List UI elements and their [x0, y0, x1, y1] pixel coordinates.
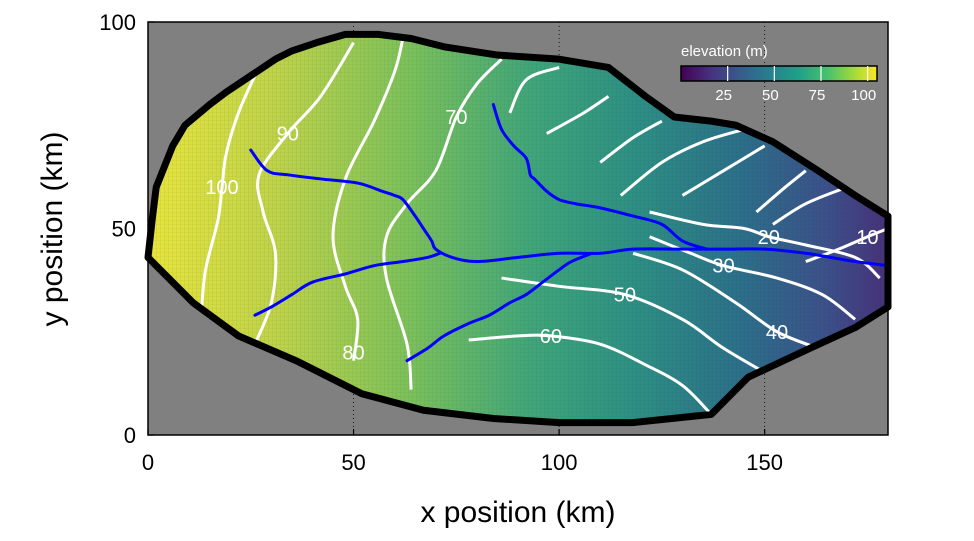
contour-label-60: 60 [540, 326, 562, 348]
y-axis-ticks: 0 50 100 [99, 10, 154, 448]
x-tick-label: 0 [142, 450, 154, 475]
y-axis-label: y position (km) [36, 131, 69, 326]
river-line [491, 103, 709, 251]
colorbar-tick-label: 100 [851, 87, 876, 104]
contour-label-30: 30 [712, 256, 734, 278]
contour-line [772, 185, 848, 226]
contour-line-50 [501, 276, 774, 379]
y-tick-label: 0 [124, 423, 136, 448]
contour-line-40 [632, 251, 819, 350]
contour-label-50: 50 [614, 285, 636, 307]
contour-label-40: 40 [766, 322, 788, 344]
contour-label-20: 20 [758, 227, 780, 249]
contour-label-10: 10 [856, 227, 878, 249]
colorbar-tick-label: 50 [762, 87, 779, 104]
colorbar-tick-label: 25 [715, 87, 732, 104]
contour-lines [199, 38, 888, 416]
contour-line [619, 127, 745, 197]
y-tick-label: 50 [112, 217, 136, 242]
contour-line-30 [648, 235, 857, 321]
x-axis-label: x position (km) [420, 496, 615, 529]
contour-labels: 100 90 80 70 60 50 40 30 20 10 [205, 107, 878, 364]
colorbar-bar [680, 65, 878, 82]
x-tick-label: 100 [541, 450, 578, 475]
contour-line [546, 95, 610, 135]
colorbar-tick-label: 75 [809, 87, 826, 104]
river-line [249, 148, 888, 268]
contour-label-70: 70 [445, 107, 467, 129]
contour-line-20 [649, 210, 881, 280]
colorbar-title: elevation (m) [681, 43, 768, 60]
contour-line-100 [199, 75, 257, 312]
domain-boundary [144, 30, 892, 427]
colorbar-ticks: 25 50 75 100 [715, 66, 876, 104]
river-line [253, 251, 442, 317]
contour-line [681, 144, 766, 197]
contour-line [508, 66, 560, 114]
contour-label-80: 80 [342, 342, 364, 364]
river-line [405, 251, 594, 363]
x-tick-label: 50 [341, 450, 365, 475]
y-tick-label: 100 [99, 10, 136, 35]
river-network [249, 103, 888, 363]
x-axis-ticks: 0 50 100 150 [142, 429, 783, 475]
x-tick-label: 150 [746, 450, 783, 475]
contour-label-90: 90 [277, 124, 299, 146]
contour-line-60 [468, 333, 713, 416]
contour-line [755, 169, 807, 214]
colorbar: elevation (m) 25 50 75 100 [680, 43, 878, 104]
contour-line-90 [253, 41, 355, 345]
contour-line [599, 119, 663, 164]
contour-line-80 [331, 38, 405, 361]
contour-label-100: 100 [205, 177, 238, 199]
